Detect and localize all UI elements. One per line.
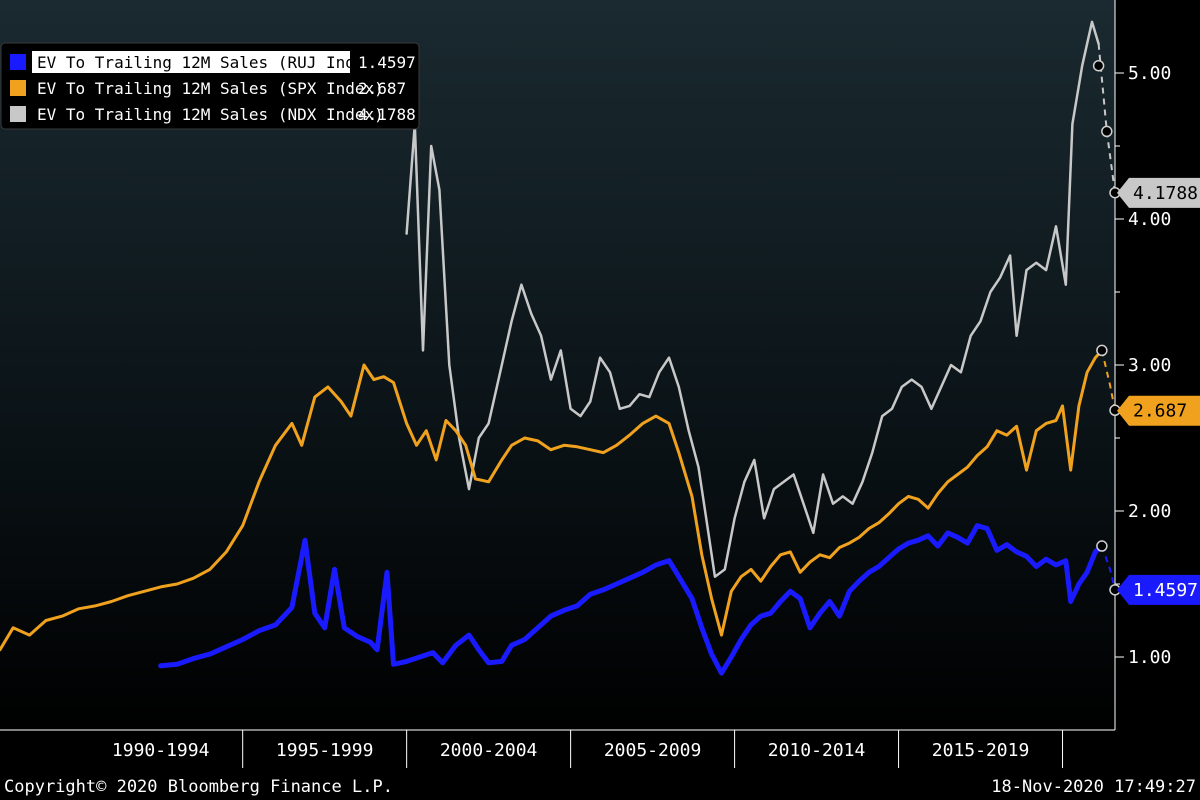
x-tick-label: 2000-2004 — [440, 740, 538, 761]
y-tick-label: 1.00 — [1128, 647, 1171, 668]
legend: EV To Trailing 12M Sales (RUJ Index)1.45… — [0, 42, 420, 130]
x-axis-ticks: 1990-1994 1995-1999 2000-2004 2005-2009 2010… — [112, 730, 1064, 768]
legend-series-name: EV To Trailing 12M Sales (NDX Index) — [37, 105, 384, 124]
series-projection — [1100, 545, 1116, 591]
legend-series-name: EV To Trailing 12M Sales (SPX Index) — [37, 79, 384, 98]
series-marker — [1092, 59, 1105, 72]
legend-series-value: 2.687 — [358, 79, 406, 98]
series-line — [0, 348, 1104, 652]
x-tick-label: 1995-1999 — [276, 740, 374, 761]
legend-swatch — [10, 106, 26, 122]
legend-series-name: EV To Trailing 12M Sales (RUJ Index) — [37, 53, 384, 72]
last-value-tags: 1.4597 2.687 4.1788 — [1117, 177, 1200, 605]
series-projection — [1100, 350, 1116, 411]
timestamp-text: 18-Nov-2020 17:49:27 — [991, 777, 1196, 797]
y-tick-label: 4.00 — [1128, 209, 1171, 230]
last-value-tag — [1117, 574, 1200, 605]
last-value-label: 4.1788 — [1133, 183, 1198, 204]
series-line — [158, 523, 1105, 676]
y-tick-label: 2.00 — [1128, 501, 1171, 522]
series-line — [405, 20, 1100, 578]
legend-swatch — [10, 80, 26, 96]
legend-swatch — [10, 54, 26, 70]
y-tick-label: 3.00 — [1128, 355, 1171, 376]
x-tick-label: 1990-1994 — [112, 740, 210, 761]
last-value-tag — [1117, 395, 1200, 426]
copyright-text: Copyright© 2020 Bloomberg Finance L.P. — [4, 777, 393, 797]
series-marker — [1096, 344, 1108, 357]
last-value-tag — [1117, 177, 1200, 208]
x-tick-label: 2005-2009 — [604, 740, 702, 761]
y-tick-label: 5.00 — [1128, 63, 1171, 84]
last-value-label: 2.687 — [1133, 401, 1187, 422]
last-value-label: 1.4597 — [1133, 580, 1198, 601]
legend-highlight — [32, 51, 350, 73]
y-axis-ticks: 1.00 2.00 3.00 4.00 5.00 — [1115, 63, 1171, 668]
series-marker — [1101, 125, 1113, 138]
x-tick-label: 2010-2014 — [768, 740, 866, 761]
series-marker — [1096, 540, 1108, 552]
legend-series-value: 1.4597 — [358, 53, 416, 72]
x-tick-label: 2015-2019 — [932, 740, 1030, 761]
legend-series-value: 4.1788 — [358, 105, 416, 124]
series-lines — [0, 20, 1121, 676]
